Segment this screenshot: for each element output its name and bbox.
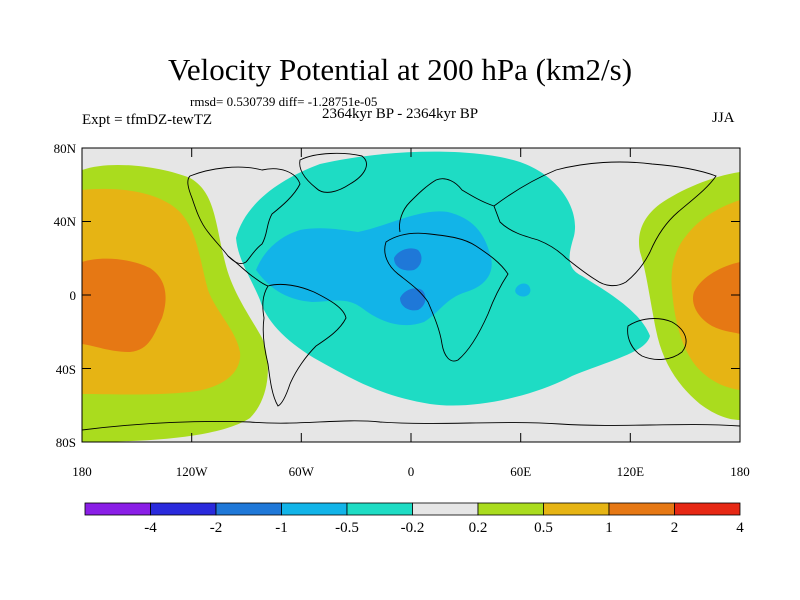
colorbar-box xyxy=(84,502,151,516)
colorbar-label: 4 xyxy=(736,520,744,536)
lat-tick-label: 80S xyxy=(56,435,76,450)
lat-tick-label: 40N xyxy=(54,214,77,229)
lat-tick-label: 40S xyxy=(56,362,76,377)
lon-tick-label: 180 xyxy=(72,464,92,479)
colorbar-label: -2 xyxy=(210,520,223,536)
colorbar-box xyxy=(150,502,217,516)
lon-tick-label: 60W xyxy=(289,464,315,479)
map-panel xyxy=(82,148,740,442)
colorbar-box xyxy=(346,502,413,516)
australia-coast xyxy=(627,318,687,360)
season-label: JJA xyxy=(712,110,735,126)
coastlines xyxy=(82,152,740,431)
lat-tick-marks xyxy=(82,147,740,443)
colorbar-label: -4 xyxy=(144,520,157,536)
europe-coast xyxy=(399,178,495,233)
lon-tick-label: 120E xyxy=(617,464,645,479)
atlantic-minus1-north-region xyxy=(394,248,422,271)
colorbar-box xyxy=(281,502,348,516)
lon-tick-label: 60E xyxy=(510,464,531,479)
pacific-east-1-region xyxy=(692,262,740,334)
colorbar-box xyxy=(608,502,675,516)
antarctica-coast xyxy=(82,420,740,431)
atlantic-minus1-south-region xyxy=(400,288,426,311)
north-america-coast xyxy=(187,166,301,265)
plot-title: Velocity Potential at 200 hPa (km2/s) xyxy=(167,52,633,87)
colorbar-label: -0.5 xyxy=(335,520,359,536)
lon-tick-labels: 180 120W 60W 0 60E 120E 180 xyxy=(72,464,750,479)
central-america-coast xyxy=(227,255,269,287)
colorbar-box xyxy=(412,502,479,516)
lat-tick-labels: 80N 40N 0 40S 80S xyxy=(54,141,77,450)
colorbar-label: 0.5 xyxy=(534,520,553,536)
lon-tick-label: 0 xyxy=(408,464,415,479)
atlantic-minus0.5-region xyxy=(256,211,492,326)
south-america-coast xyxy=(262,283,347,407)
colorbar-box xyxy=(543,502,610,516)
colorbar-box xyxy=(215,502,282,516)
colorbar: -4 -2 -1 -0.5 -0.2 0.2 0.5 1 2 4 xyxy=(84,502,744,536)
lon-tick-label: 180 xyxy=(730,464,750,479)
greenland-coast xyxy=(299,152,367,193)
colorbar-label: 2 xyxy=(671,520,679,536)
pacific-west-1-region xyxy=(82,258,166,352)
atlantic-minus0.5-small-region xyxy=(515,283,531,297)
colorbar-label: 1 xyxy=(605,520,613,536)
colorbar-label: -0.2 xyxy=(401,520,425,536)
asia-coast xyxy=(493,161,717,287)
experiment-label: Expt = tfmDZ-tewTZ xyxy=(82,112,213,128)
colorbar-box xyxy=(477,502,544,516)
colorbar-label: -1 xyxy=(275,520,288,536)
lon-tick-label: 120W xyxy=(176,464,209,479)
colorbar-box xyxy=(674,502,741,516)
colorbar-label: 0.2 xyxy=(469,520,488,536)
period-label: 2364kyr BP - 2364kyr BP xyxy=(322,106,479,122)
lat-tick-label: 80N xyxy=(54,141,77,156)
lon-tick-marks xyxy=(81,148,741,442)
africa-coast xyxy=(384,232,509,362)
lat-tick-label: 0 xyxy=(70,288,77,303)
stats-text: rmsd= 0.530739 diff= -1.28751e-05 xyxy=(190,94,378,109)
